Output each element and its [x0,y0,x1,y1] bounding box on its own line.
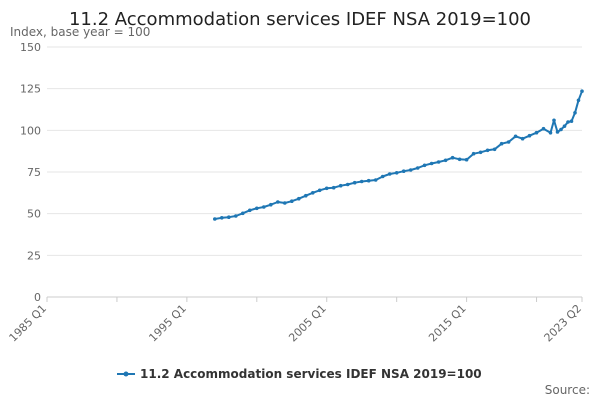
x-tick-label: 2015 Q1 [426,302,469,345]
y-tick-label: 150 [20,41,41,54]
y-tick-label: 0 [34,291,41,304]
y-axis-label: Index, base year = 100 [10,25,150,39]
data-point[interactable] [569,119,574,123]
source-label: Source: [545,383,590,397]
data-point[interactable] [485,148,490,153]
data-point[interactable] [317,188,322,193]
data-point[interactable] [352,180,357,185]
data-point[interactable] [499,141,504,146]
data-point[interactable] [471,151,476,156]
data-point[interactable] [464,157,469,162]
data-point[interactable] [478,150,483,155]
data-point[interactable] [394,171,399,175]
data-point[interactable] [254,206,259,211]
data-point[interactable] [573,111,577,115]
data-point[interactable] [408,168,413,172]
data-point[interactable] [401,169,406,173]
chart-title: 11.2 Accommodation services IDEF NSA 201… [69,9,531,30]
data-point[interactable] [559,127,563,132]
data-point[interactable] [380,174,385,179]
x-tick-label: 1995 Q1 [146,302,189,345]
data-point[interactable] [450,155,455,160]
data-point[interactable] [373,178,378,182]
data-point[interactable] [311,191,315,195]
y-tick-label: 25 [27,249,41,262]
data-point[interactable] [290,199,294,203]
data-point[interactable] [283,201,287,205]
data-point[interactable] [415,166,420,170]
data-point[interactable] [552,118,556,123]
data-point[interactable] [213,217,217,221]
data-point[interactable] [457,157,462,162]
x-tick-labels: 1985 Q1 1995 Q1 2005 Q1 2015 Q1 2023 Q2 [7,297,585,345]
data-point[interactable] [248,208,252,213]
legend-point-marker [123,371,129,377]
data-point[interactable] [338,183,343,188]
series-line [214,90,583,220]
legend-label: 11.2 Accommodation services IDEF NSA 201… [140,367,482,381]
data-point[interactable] [513,134,518,139]
x-tick-label: 1985 Q1 [7,302,50,345]
data-point[interactable] [566,120,570,124]
data-point[interactable] [541,126,546,131]
y-tick-label: 50 [27,208,41,221]
x-tick-label: 2023 Q2 [542,302,585,345]
data-point[interactable] [555,130,560,134]
data-point[interactable] [227,215,231,219]
data-point[interactable] [220,216,224,220]
data-point[interactable] [576,98,581,103]
data-point[interactable] [429,161,434,166]
data-point[interactable] [562,124,567,128]
data-point[interactable] [520,136,525,141]
data-point[interactable] [366,178,371,183]
data-point[interactable] [506,140,511,144]
data-point[interactable] [443,158,448,163]
y-tick-label: 75 [27,166,41,179]
y-tick-labels: 0 25 50 75 100 125 150 [20,41,41,304]
data-point[interactable] [276,200,280,204]
data-point[interactable] [324,186,329,191]
data-point[interactable] [548,131,553,135]
data-point[interactable] [359,179,364,184]
data-point[interactable] [580,89,584,93]
data-point[interactable] [345,182,350,187]
data-point[interactable] [234,214,238,218]
data-point[interactable] [492,147,497,152]
data-point[interactable] [297,196,301,201]
gridlines [47,46,582,256]
data-point[interactable] [331,185,336,190]
data-point[interactable] [269,202,273,207]
x-tick-label: 2005 Q1 [286,302,329,345]
y-tick-label: 100 [20,124,41,137]
data-point[interactable] [262,205,266,209]
data-point[interactable] [436,160,441,164]
series-layer [213,89,584,221]
data-point[interactable] [304,193,308,198]
y-tick-label: 125 [20,83,41,96]
data-point[interactable] [387,172,392,176]
data-point[interactable] [527,133,532,138]
legend[interactable]: 11.2 Accommodation services IDEF NSA 201… [117,367,482,381]
data-point[interactable] [422,163,427,168]
data-point[interactable] [534,130,539,135]
data-point[interactable] [241,211,245,216]
